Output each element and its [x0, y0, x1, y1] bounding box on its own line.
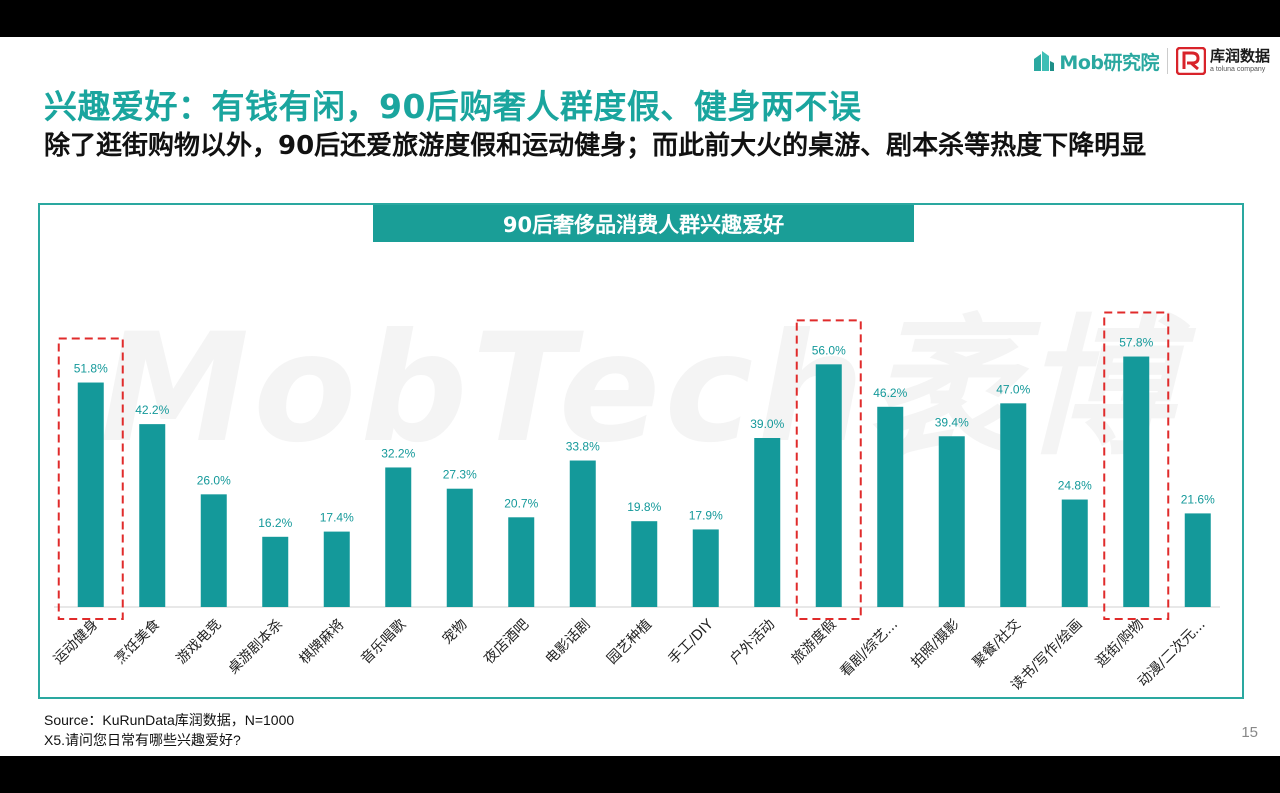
data-label: 39.4% [935, 415, 969, 429]
x-tick-label: 音乐唱歌 [357, 616, 409, 668]
x-tick-label: 棋牌麻将 [296, 616, 348, 668]
data-label: 46.2% [873, 386, 907, 400]
bar [754, 438, 781, 607]
logo-divider [1166, 48, 1168, 74]
bar [1123, 356, 1150, 607]
page-number: 15 [1241, 724, 1258, 741]
x-tick-label: 拍照/摄影 [908, 617, 962, 671]
data-label: 24.8% [1058, 479, 1092, 493]
data-label: 27.3% [443, 468, 477, 482]
slide-title: 兴趣爱好：有钱有闲，90后购奢人群度假、健身两不误 [44, 87, 862, 126]
x-tick-label: 烹饪美食 [111, 616, 163, 668]
x-tick-label: 游戏电竞 [173, 616, 225, 668]
x-tick-label: 宠物 [439, 617, 470, 648]
chart-title: 90后奢侈品消费人群兴趣爱好 [373, 205, 914, 242]
kurun-logo-text: 库润数据 [1209, 47, 1270, 65]
x-tick-label: 看剧/综艺... [837, 617, 901, 681]
data-label: 21.6% [1181, 492, 1215, 506]
data-label: 17.4% [320, 511, 354, 525]
logo-area: Mob研究院 库润数据 a toluna company [1033, 45, 1270, 77]
data-label: 20.7% [504, 496, 538, 510]
x-tick-label: 桌游剧本杀 [225, 617, 286, 678]
kurun-logo-subtext: a toluna company [1209, 66, 1266, 73]
kurun-r-icon [1175, 47, 1206, 75]
data-label: 26.0% [197, 473, 231, 487]
bar [815, 364, 842, 607]
kurun-logo: 库润数据 a toluna company [1175, 47, 1270, 75]
x-tick-label: 逛街/购物 [1093, 617, 1147, 671]
data-label: 47.0% [996, 382, 1030, 396]
x-tick-label: 聚餐/社交 [969, 616, 1024, 671]
bar [200, 494, 227, 607]
slide-subtitle: 除了逛街购物以外，90后还爱旅游度假和运动健身；而此前大火的桌游、剧本杀等热度下… [44, 131, 1147, 161]
bar [77, 382, 104, 607]
x-tick-label: 运动健身 [51, 617, 102, 668]
data-label: 16.2% [258, 516, 292, 530]
data-label: 19.8% [627, 500, 661, 514]
x-tick-label: 园艺种植 [604, 617, 655, 668]
highlight-box [795, 319, 862, 620]
bar [569, 460, 596, 607]
data-label: 42.2% [135, 403, 169, 417]
x-tick-label: 旅游度假 [789, 617, 840, 668]
bar [139, 424, 166, 607]
data-label: 39.0% [750, 417, 784, 431]
bar [323, 531, 350, 607]
data-label: 32.2% [381, 446, 415, 460]
bar [877, 406, 904, 607]
data-label: 17.9% [689, 508, 723, 522]
bar [1000, 403, 1027, 607]
bar [262, 536, 289, 607]
data-label: 33.8% [566, 440, 600, 454]
data-label: 56.0% [812, 343, 846, 357]
bar [508, 517, 535, 607]
x-tick-label: 夜店酒吧 [481, 617, 532, 668]
bar [1061, 499, 1088, 607]
highlight-box [57, 337, 124, 621]
chart-frame [38, 203, 1244, 699]
bar-chart: 51.8% 运动健身 42.2% 烹饪美食 26.0% 游戏电竞 16.2% 桌游剧本杀 17.… [51, 311, 1220, 694]
mob-logo: Mob研究院 [1033, 48, 1159, 75]
x-tick-label: 户外活动 [726, 616, 778, 668]
data-label: 51.8% [74, 362, 108, 376]
question-note: X5.请问您日常有哪些兴趣爱好? [44, 732, 241, 748]
bar [385, 467, 412, 607]
source-note: Source：KuRunData库润数据，N=1000 [44, 712, 295, 728]
bar [1184, 513, 1211, 607]
data-label: 57.8% [1119, 336, 1153, 350]
x-tick-label: 手工/DIY [666, 616, 717, 667]
bar [938, 436, 965, 607]
x-tick-label: 电影话剧 [543, 617, 594, 668]
mob-building-icon [1034, 51, 1055, 71]
highlight-box [1103, 311, 1170, 621]
bar [631, 521, 658, 607]
slide: Mob研究院 库润数据 a toluna company 兴趣爱好：有钱有闲，9… [0, 37, 1280, 756]
mob-logo-text: Mob研究院 [1059, 51, 1159, 74]
bar [692, 529, 719, 607]
bar [446, 488, 473, 607]
